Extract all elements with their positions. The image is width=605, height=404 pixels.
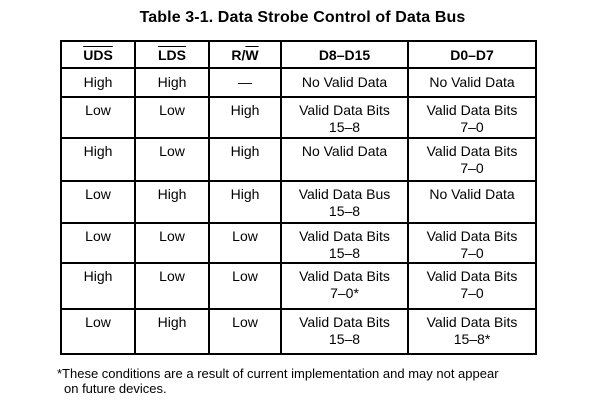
- cell-lds: High: [134, 67, 210, 98]
- cell-lds: High: [134, 180, 210, 224]
- cell-rw: Low: [208, 262, 282, 310]
- cell-line: 7–0*: [330, 285, 359, 301]
- table-row: Low Low High Valid Data Bits 15–8 Valid D…: [60, 96, 537, 139]
- cell-line: Valid Data Bits: [299, 228, 390, 244]
- cell-rw: Low: [208, 222, 282, 264]
- col-header-rw: R/W: [208, 40, 282, 69]
- cell-line: 15–8: [328, 245, 361, 261]
- cell-line: 7–0: [460, 160, 484, 176]
- cell-rw: —: [208, 67, 282, 98]
- cell-uds: High: [60, 137, 136, 182]
- cell-lds: High: [134, 308, 210, 355]
- cell-line: 15–8: [328, 119, 361, 135]
- table-title: Table 3-1. Data Strobe Control of Data B…: [139, 9, 466, 26]
- cell-rw: High: [208, 96, 282, 139]
- cell-rw: High: [208, 180, 282, 224]
- cell-d8-d15: No Valid Data: [280, 67, 409, 98]
- cell-line: No Valid Data: [301, 143, 388, 159]
- cell-uds: High: [60, 67, 136, 98]
- cell-line: Valid Data Bits: [426, 314, 518, 330]
- cell-line: No Valid Data: [429, 186, 515, 202]
- cell-line: Valid Data Bits: [426, 268, 518, 284]
- cell-line: No Valid Data: [301, 74, 388, 90]
- table-row: Low Low Low Valid Data Bits 15–8 Valid Da…: [60, 222, 537, 264]
- cell-d0-d7: Valid Data Bits 7–0: [407, 262, 537, 310]
- header-overline-text: W: [245, 46, 259, 63]
- cell-d8-d15: Valid Data Bits 15–8: [280, 308, 409, 355]
- cell-line: Valid Data Bits: [299, 314, 390, 330]
- table-row: Low High Low Valid Data Bits 15–8 Valid D…: [60, 308, 537, 355]
- cell-line: 7–0: [460, 119, 484, 135]
- cell-line: Valid Data Bits: [426, 143, 518, 159]
- col-header-d8-d15: D8–D15: [280, 40, 409, 69]
- cell-line: 7–0: [460, 245, 484, 261]
- header-overline-text: UDS: [83, 46, 113, 63]
- cell-line: 15–8: [328, 331, 361, 347]
- cell-d8-d15: Valid Data Bits 15–8: [280, 222, 409, 264]
- table-row: High Low High No Valid Data Valid Data B…: [60, 137, 537, 182]
- header-text: D0–D7: [450, 46, 494, 63]
- cell-d0-d7: Valid Data Bits 15–8*: [407, 308, 537, 355]
- cell-d0-d7: No Valid Data: [407, 67, 537, 98]
- table-row: Low High High Valid Data Bus 15–8 No Vali…: [60, 180, 537, 224]
- table-footnote: *These conditions are a result of curren…: [57, 366, 499, 396]
- cell-rw: High: [208, 137, 282, 182]
- table-row: High High — No Valid Data No Valid Data: [60, 67, 537, 98]
- cell-lds: Low: [134, 262, 210, 310]
- col-header-lds: LDS: [134, 40, 210, 69]
- cell-d8-d15: Valid Data Bits 7–0*: [280, 262, 409, 310]
- header-text: D8–D15: [318, 46, 371, 63]
- cell-uds: Low: [60, 308, 136, 355]
- footnote-line: on future devices.: [64, 381, 167, 396]
- cell-lds: Low: [134, 96, 210, 139]
- cell-uds: Low: [60, 180, 136, 224]
- cell-line: Valid Data Bus: [298, 186, 391, 202]
- cell-d8-d15: Valid Data Bits 15–8: [280, 96, 409, 139]
- cell-lds: Low: [134, 222, 210, 264]
- cell-lds: Low: [134, 137, 210, 182]
- cell-line: 15–8: [328, 203, 361, 219]
- cell-uds: High: [60, 262, 136, 310]
- cell-line: 15–8*: [453, 331, 491, 347]
- data-strobe-table: UDS LDS R/W D8–D15 D0–D7 High High — No …: [60, 40, 537, 355]
- cell-line: Valid Data Bits: [299, 102, 390, 118]
- col-header-uds: UDS: [60, 40, 136, 69]
- cell-d8-d15: Valid Data Bus 15–8: [280, 180, 409, 224]
- footnote-line: *These conditions are a result of curren…: [57, 366, 499, 381]
- header-row: UDS LDS R/W D8–D15 D0–D7: [60, 40, 537, 69]
- cell-uds: Low: [60, 222, 136, 264]
- cell-line: Valid Data Bits: [426, 228, 518, 244]
- header-overline-text: LDS: [158, 46, 186, 63]
- cell-d0-d7: Valid Data Bits 7–0: [407, 222, 537, 264]
- cell-rw: Low: [208, 308, 282, 355]
- cell-line: Valid Data Bits: [299, 268, 390, 284]
- cell-line: Valid Data Bits: [426, 102, 518, 118]
- col-header-d0-d7: D0–D7: [407, 40, 537, 69]
- table-row: High Low Low Valid Data Bits 7–0* Valid D…: [60, 262, 537, 310]
- cell-line: 7–0: [460, 285, 484, 301]
- cell-d8-d15: No Valid Data: [280, 137, 409, 182]
- cell-d0-d7: Valid Data Bits 7–0: [407, 137, 537, 182]
- cell-d0-d7: Valid Data Bits 7–0: [407, 96, 537, 139]
- cell-d0-d7: No Valid Data: [407, 180, 537, 224]
- header-text: R/: [231, 46, 246, 63]
- cell-line: No Valid Data: [429, 74, 515, 90]
- cell-uds: Low: [60, 96, 136, 139]
